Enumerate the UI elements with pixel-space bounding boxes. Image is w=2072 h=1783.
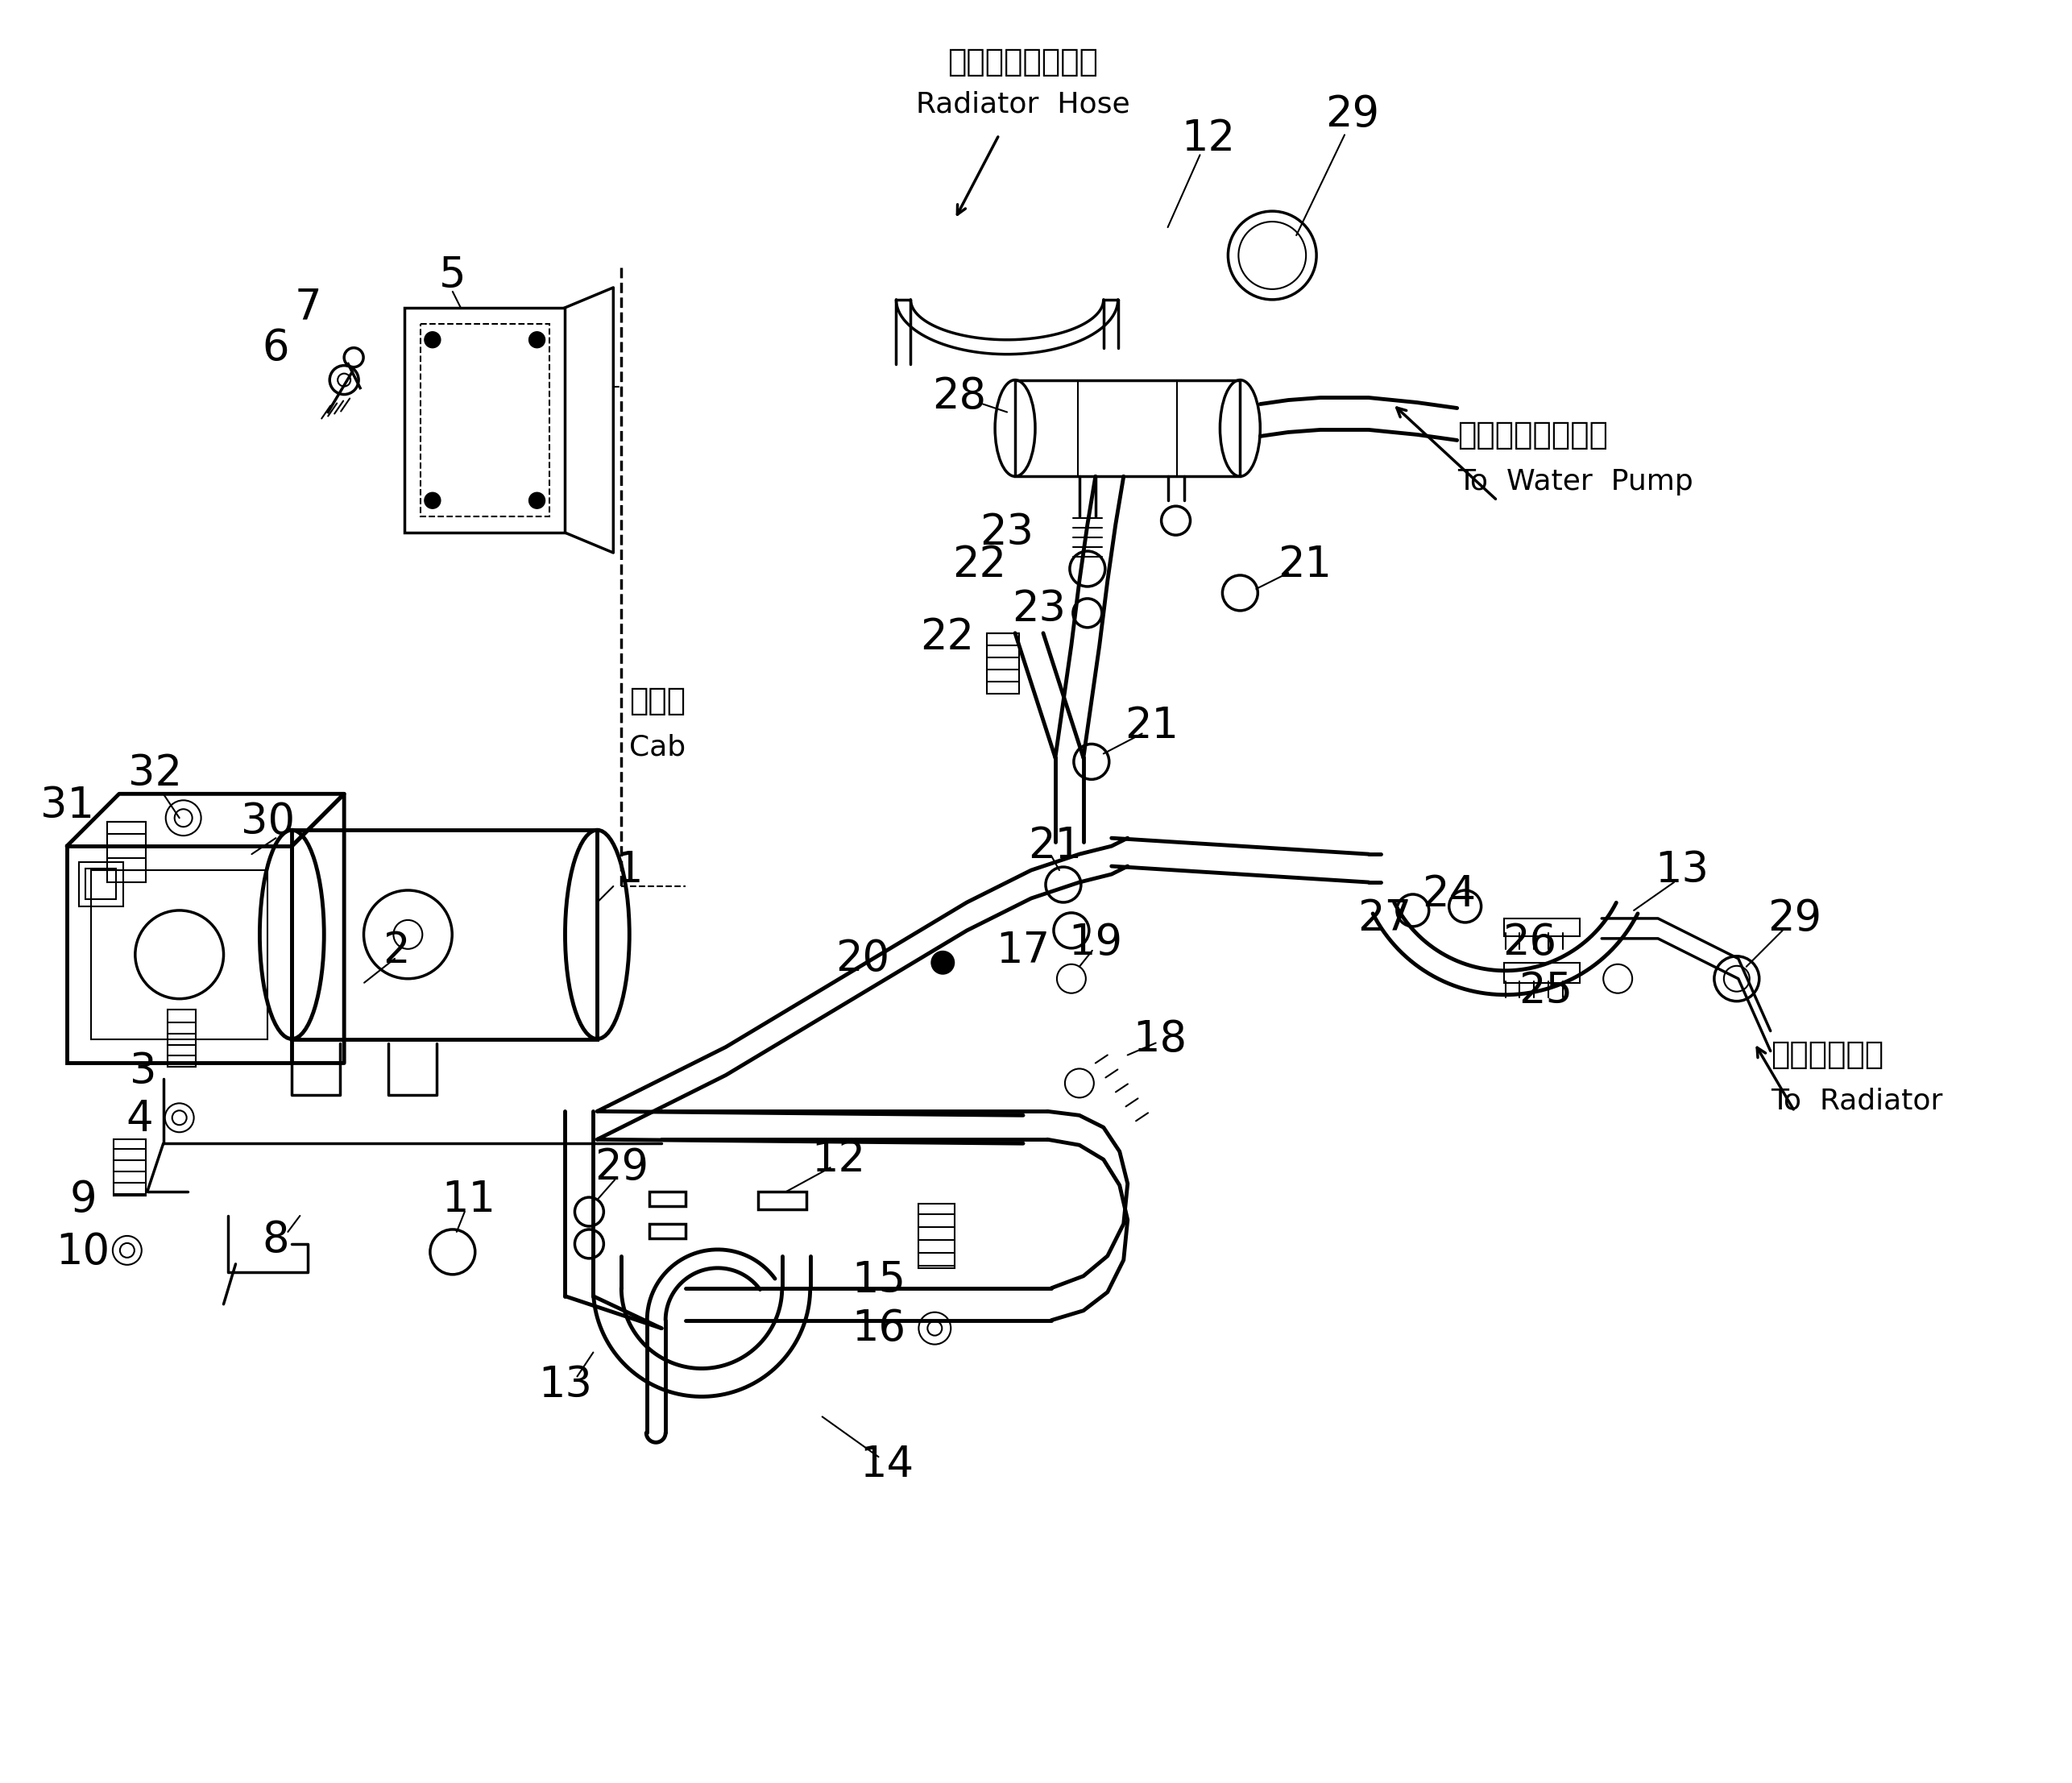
Text: 10: 10 xyxy=(56,1230,110,1273)
Bar xyxy=(108,822,145,883)
Text: 28: 28 xyxy=(932,374,986,417)
Bar xyxy=(85,868,116,899)
Text: 2: 2 xyxy=(383,929,410,972)
Text: 17: 17 xyxy=(997,929,1051,972)
Text: 21: 21 xyxy=(1028,826,1082,867)
Circle shape xyxy=(930,950,955,975)
Bar xyxy=(421,325,549,517)
Text: 31: 31 xyxy=(39,785,93,827)
Text: 21: 21 xyxy=(1278,544,1332,587)
Text: 4: 4 xyxy=(126,1098,153,1141)
Text: キャブ: キャブ xyxy=(630,685,686,717)
Bar xyxy=(404,308,566,533)
Bar xyxy=(79,863,122,906)
Text: ウォータポンプへ: ウォータポンプへ xyxy=(1457,421,1608,451)
Circle shape xyxy=(425,492,441,508)
Text: 12: 12 xyxy=(1181,118,1235,160)
Text: Cab: Cab xyxy=(630,733,686,761)
Text: 1: 1 xyxy=(615,849,642,892)
Text: To  Water  Pump: To Water Pump xyxy=(1457,469,1693,496)
Text: 19: 19 xyxy=(1069,922,1123,963)
Text: 9: 9 xyxy=(70,1179,97,1221)
Text: To  Radiator: To Radiator xyxy=(1769,1088,1941,1114)
Text: 32: 32 xyxy=(128,752,182,795)
Bar xyxy=(114,1139,145,1196)
Circle shape xyxy=(528,492,545,508)
Text: 3: 3 xyxy=(131,1050,157,1091)
Bar xyxy=(649,1223,686,1237)
Text: 22: 22 xyxy=(951,544,1005,587)
Text: 24: 24 xyxy=(1421,874,1475,915)
Text: ラジエータホース: ラジエータホース xyxy=(947,46,1098,77)
Bar xyxy=(91,870,267,1039)
Bar xyxy=(66,847,292,1063)
Text: ラジエータへ: ラジエータへ xyxy=(1769,1039,1883,1070)
Text: 29: 29 xyxy=(595,1146,649,1189)
Bar xyxy=(1015,380,1241,476)
Bar xyxy=(168,1009,195,1066)
Text: 13: 13 xyxy=(1656,849,1709,892)
Text: 26: 26 xyxy=(1502,922,1556,963)
Bar xyxy=(292,831,597,1039)
Bar xyxy=(1504,918,1581,936)
Text: 29: 29 xyxy=(1767,897,1821,940)
Text: 11: 11 xyxy=(441,1179,495,1221)
Text: 25: 25 xyxy=(1519,970,1573,1011)
Bar xyxy=(1504,963,1581,982)
Text: 16: 16 xyxy=(852,1307,905,1350)
Circle shape xyxy=(528,332,545,348)
Text: 23: 23 xyxy=(1013,588,1067,629)
Text: 21: 21 xyxy=(1125,704,1179,747)
Text: 13: 13 xyxy=(539,1364,593,1405)
Text: 6: 6 xyxy=(263,326,290,369)
Text: 5: 5 xyxy=(439,255,466,296)
Bar xyxy=(918,1204,955,1268)
Text: 23: 23 xyxy=(980,512,1034,553)
Text: 14: 14 xyxy=(860,1444,914,1485)
Text: 8: 8 xyxy=(263,1220,290,1261)
Text: Radiator  Hose: Radiator Hose xyxy=(916,91,1129,118)
Text: 30: 30 xyxy=(240,801,294,843)
Text: 18: 18 xyxy=(1133,1018,1187,1059)
Text: 7: 7 xyxy=(294,287,321,328)
Text: 20: 20 xyxy=(835,938,889,979)
Circle shape xyxy=(425,332,441,348)
Text: 12: 12 xyxy=(812,1139,866,1180)
Text: 22: 22 xyxy=(920,617,974,658)
Bar xyxy=(986,633,1019,694)
Text: 27: 27 xyxy=(1357,897,1411,940)
Bar xyxy=(758,1191,806,1209)
Bar xyxy=(649,1191,686,1205)
Text: 29: 29 xyxy=(1326,94,1380,136)
Text: 15: 15 xyxy=(852,1259,905,1302)
